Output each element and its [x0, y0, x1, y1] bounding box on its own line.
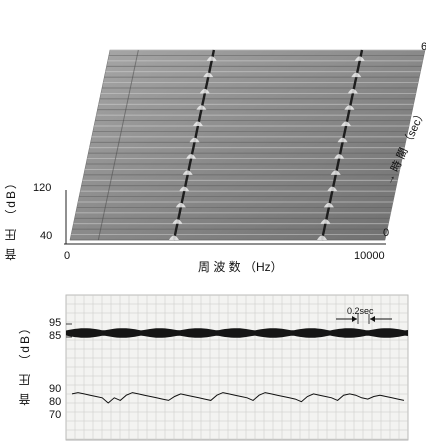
peak-spike — [351, 72, 362, 78]
time-tick-6: 6 — [421, 41, 426, 53]
scale-arrowhead-right — [370, 316, 375, 322]
peak-spike — [320, 219, 331, 224]
top-y-tick-120: 120 — [33, 182, 52, 194]
peak-spike — [330, 170, 341, 175]
peak-spike — [192, 121, 203, 126]
peak-spike — [175, 202, 186, 208]
frequency-peak-ridge — [172, 49, 216, 241]
peak-spike — [182, 170, 193, 175]
time-scale-annotation: 0.2sec — [347, 306, 374, 316]
spectrogram-panel — [64, 49, 426, 245]
peak-spike — [168, 235, 179, 240]
peak-spike — [327, 186, 338, 192]
top-x-tick-0: 0 — [64, 250, 71, 262]
level-trace-panel — [65, 294, 409, 441]
bottom-tick-80: 80 — [49, 396, 62, 408]
peak-spike — [341, 121, 351, 126]
frequency-peak-ridge — [320, 49, 364, 241]
bottom-tick-70: 70 — [49, 409, 62, 421]
bottom-y-axis-label: 音 圧 （dB） — [18, 320, 32, 406]
peak-spike — [337, 137, 348, 143]
top-x-axis-label: 周 波 数 （Hz） — [198, 260, 283, 274]
peak-spike — [199, 88, 210, 94]
peak-spike — [203, 72, 214, 78]
top-y-axis-label: 音 圧 （dB） — [4, 175, 18, 261]
bottom-tick-90: 90 — [49, 383, 62, 395]
peak-spike — [186, 154, 197, 159]
peak-spike — [323, 202, 334, 208]
peak-spike — [334, 154, 345, 159]
peak-spike — [189, 137, 200, 143]
peak-spike — [196, 105, 207, 110]
top-x-tick-10000: 10000 — [354, 250, 385, 262]
peak-spike — [206, 56, 217, 61]
top-y-tick-40: 40 — [40, 230, 53, 242]
bottom-tick-95: 95 — [49, 317, 62, 329]
bottom-tick-85: 85 — [49, 330, 62, 342]
peak-spike — [172, 219, 183, 224]
level-trace-line — [71, 392, 405, 404]
sound-level-band — [66, 328, 408, 338]
peak-spike — [344, 105, 355, 110]
minor-ridge — [97, 49, 139, 241]
scale-arrowhead-left — [352, 316, 357, 322]
peak-spike — [179, 186, 190, 192]
peak-spike — [354, 56, 365, 61]
peak-spike — [317, 235, 327, 240]
peak-spike — [347, 88, 358, 94]
spectrogram-plane — [69, 49, 426, 241]
time-tick-0: 0 — [383, 227, 390, 239]
